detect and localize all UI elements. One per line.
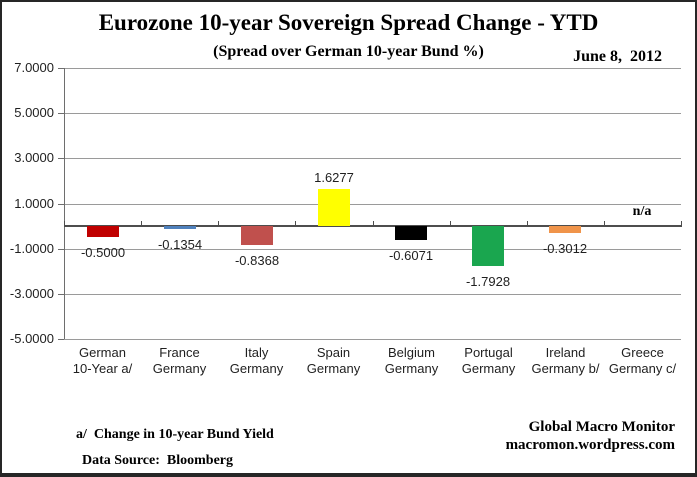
category-label-line1: German: [79, 345, 126, 360]
y-axis-tick-mark: [58, 204, 64, 205]
category-label-belgium: Belgium Germany: [373, 345, 450, 377]
category-label-line1: Belgium: [388, 345, 435, 360]
value-label-german: -0.5000: [80, 245, 126, 260]
bar-belgium: [395, 226, 427, 240]
gridline-3.0000: [64, 158, 681, 159]
footnotes-block: a/ Change in 10-year Bund Yield b/ Irela…: [76, 397, 274, 473]
gridline-1.0000: [64, 204, 681, 205]
bar-france: [164, 226, 196, 229]
footnote-a: a/ Change in 10-year Bund Yield: [76, 427, 274, 442]
category-axis-tick-mark: [681, 221, 682, 227]
category-axis-labels: German 10-Year a/France Germany Italy German…: [64, 345, 681, 381]
bar-german: [87, 226, 119, 237]
value-label-ireland: -0.3012: [542, 241, 588, 256]
category-axis-tick-mark: [218, 221, 219, 227]
zero-axis-line: [64, 225, 681, 227]
y-axis-tick-mark: [58, 158, 64, 159]
y-axis-tick-mark: [58, 113, 64, 114]
category-label-line2: 10-Year a/: [72, 361, 133, 376]
y-axis-tick-label: 7.0000: [14, 60, 54, 75]
y-axis-tick-label: -1.0000: [9, 241, 54, 256]
y-axis-tick-label: 1.0000: [14, 196, 54, 211]
bar-ireland: [549, 226, 581, 233]
y-axis-tick-mark: [58, 294, 64, 295]
category-label-france: France Germany: [141, 345, 218, 377]
value-label-italy: -0.8368: [234, 253, 280, 268]
y-axis-tick-label: 5.0000: [14, 105, 54, 120]
gridline--3.0000: [64, 294, 681, 295]
category-axis-tick-mark: [604, 221, 605, 227]
category-label-line1: Greece: [621, 345, 664, 360]
category-axis-tick-mark: [450, 221, 451, 227]
bar-portugal: [472, 226, 504, 266]
category-label-line2: Germany c/: [608, 361, 677, 376]
value-label-spain: 1.6277: [314, 170, 354, 185]
value-label-belgium: -0.6071: [388, 248, 434, 263]
chart-title: Eurozone 10-year Sovereign Spread Change…: [98, 10, 599, 35]
y-axis-tick-label: -5.0000: [9, 331, 54, 346]
attribution-url: macromon.wordpress.com: [505, 437, 675, 453]
date-annotation: June 8, 2012: [573, 48, 662, 65]
value-label-portugal: -1.7928: [465, 274, 511, 289]
y-axis-tick-mark: [58, 68, 64, 69]
category-label-line2: Germany: [461, 361, 516, 376]
gridline-5.0000: [64, 113, 681, 114]
category-axis-tick-mark: [295, 221, 296, 227]
category-axis-tick-mark: [141, 221, 142, 227]
y-axis-tick-label: -3.0000: [9, 286, 54, 301]
category-label-line2: Germany: [384, 361, 439, 376]
category-axis-tick-mark: [373, 221, 374, 227]
data-source-label: Data Source: Bloomberg: [82, 453, 233, 468]
category-label-portugal: Portugal Germany: [450, 345, 527, 377]
category-label-line1: Italy: [244, 345, 269, 360]
gridline--5.0000: [64, 339, 681, 340]
value-label-france: -0.1354: [157, 237, 203, 252]
attribution-block: Global Macro Monitor macromon.wordpress.…: [506, 418, 675, 454]
y-axis-tick-mark: [58, 249, 64, 250]
category-label-spain: Spain Germany: [295, 345, 372, 377]
category-label-greece: Greece Germany c/: [604, 345, 681, 377]
category-axis-tick-mark: [527, 221, 528, 227]
chart-subtitle: (Spread over German 10-year Bund %): [213, 43, 484, 60]
na-label-greece: n/a: [632, 204, 652, 219]
gridline--1.0000: [64, 249, 681, 250]
category-label-line1: Portugal: [464, 345, 513, 360]
category-label-line2: Germany: [152, 361, 207, 376]
plot-area: -0.5000 -0.1354 -0.8368 1.6277 -0.6071 -1.792…: [64, 68, 682, 340]
category-label-line1: Ireland: [545, 345, 586, 360]
category-label-ireland: Ireland Germany b/: [527, 345, 604, 377]
category-label-german: German 10-Year a/: [64, 345, 141, 377]
category-label-line2: Germany b/: [531, 361, 600, 376]
footnote-b: b/ Ireland 9-year Govt Bond: [76, 472, 274, 473]
y-axis-line: [64, 68, 65, 339]
gridline-7.0000: [64, 68, 681, 69]
bar-italy: [241, 226, 273, 245]
category-label-line1: Spain: [316, 345, 351, 360]
category-label-line2: Germany: [306, 361, 361, 376]
y-axis-tick-mark: [58, 339, 64, 340]
category-axis-tick-mark: [64, 221, 65, 227]
category-label-line1: France: [159, 345, 200, 360]
category-label-line2: Germany: [229, 361, 284, 376]
attribution-name: Global Macro Monitor: [528, 419, 675, 435]
bar-spain: [318, 189, 350, 226]
category-label-italy: Italy Germany: [218, 345, 295, 377]
y-axis-tick-label: 3.0000: [14, 150, 54, 165]
